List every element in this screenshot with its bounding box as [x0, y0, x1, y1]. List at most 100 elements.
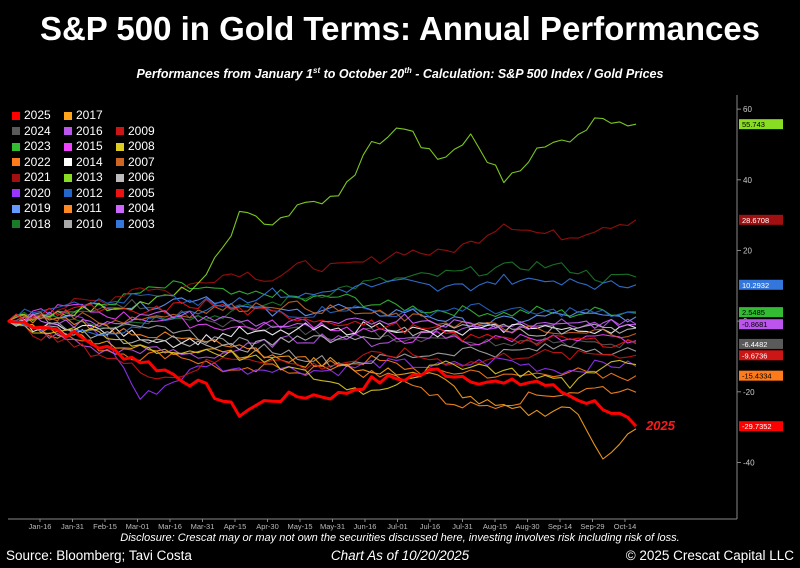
legend-row: 2024 2016 2009 [12, 124, 168, 140]
legend-item-2004: 2004 [116, 201, 168, 217]
value-tag-2013: 55.743 [742, 120, 765, 129]
legend-swatch [64, 204, 72, 213]
chart-title: S&P 500 in Gold Terms: Annual Performanc… [39, 10, 761, 47]
series-line-2003 [7, 273, 637, 339]
value-tag-2025: -29.7352 [742, 422, 772, 431]
legend-row: 2018 2010 2003 [12, 217, 168, 233]
legend-label: 2022 [24, 154, 51, 169]
x-tick-label: Oct-14 [614, 522, 637, 531]
legend-swatch [12, 142, 20, 151]
legend-swatch [116, 204, 124, 213]
legend-item-2016: 2016 [64, 124, 116, 140]
legend-label: 2012 [76, 185, 103, 200]
value-tag-2009: -9.6736 [742, 351, 767, 360]
legend-swatch [116, 220, 124, 229]
legend-item-2020: 2020 [12, 186, 64, 202]
legend-item-2021: 2021 [12, 170, 64, 186]
legend-item-2024: 2024 [12, 124, 64, 140]
legend-swatch [12, 111, 20, 120]
value-tag-2024: -6.4482 [742, 340, 767, 349]
y-tick-label: 20 [743, 246, 752, 255]
legend-swatch [64, 158, 72, 167]
legend-label: 2011 [76, 201, 102, 215]
x-tick-label: Mar-01 [126, 522, 150, 531]
subtitle-sup-1: st [313, 66, 321, 75]
x-tick-label: Feb-15 [93, 522, 117, 531]
legend-item-2025: 2025 [12, 108, 64, 124]
legend-item-2008: 2008 [116, 139, 168, 155]
legend-row: 2021 2013 2006 [12, 170, 168, 186]
series-line-2013 [7, 117, 637, 322]
legend-item-2022: 2022 [12, 155, 64, 171]
legend-swatch [64, 142, 72, 151]
series-line-2011 [7, 313, 637, 410]
series-line-2015 [7, 303, 637, 346]
legend-item-2018: 2018 [12, 217, 64, 233]
legend-label: 2017 [76, 108, 103, 122]
legend-item-2003: 2003 [116, 217, 168, 233]
x-tick-label: Jun-16 [354, 522, 377, 531]
legend-item-2012: 2012 [64, 186, 116, 202]
legend-swatch [116, 173, 124, 182]
chart-subtitle: Performances from January 1st to October… [0, 66, 800, 81]
disclosure-text: Disclosure: Crescat may or may not own t… [120, 532, 680, 544]
legend-swatch [12, 158, 20, 167]
legend-label: 2023 [24, 139, 51, 153]
as-of-text: Chart As of 10/20/2025 [330, 548, 470, 563]
legend-label: 2003 [128, 216, 155, 231]
subtitle-part-c: - Calculation: S&P 500 Index / Gold Pric… [411, 67, 664, 82]
legend-swatch [64, 127, 72, 136]
legend-row: 2022 2014 2007 [12, 155, 168, 171]
legend-label: 2010 [76, 216, 103, 231]
value-tag-bg-2023 [739, 307, 783, 318]
legend-row: 2019 2011 2004 [12, 201, 168, 217]
copyright-text: © 2025 Crescat Capital LLC [625, 548, 794, 563]
legend-label: 2006 [128, 170, 155, 184]
legend-label: 2024 [24, 123, 51, 138]
series-line-2004 [7, 310, 637, 333]
legend-label: 2008 [128, 139, 155, 153]
series-line-2024 [7, 298, 637, 349]
x-tick-label: Aug-15 [483, 522, 507, 531]
legend-swatch [12, 127, 20, 136]
legend-label: 2021 [24, 170, 51, 184]
legend-item-2023: 2023 [12, 139, 64, 155]
legend-item-2014: 2014 [64, 155, 116, 171]
legend-item-2013: 2013 [64, 170, 116, 186]
value-tag-2016: -0.8681 [742, 320, 767, 329]
legend-swatch [12, 220, 20, 229]
series-line-2016 [7, 318, 637, 359]
x-tick-label: May-15 [287, 522, 312, 531]
series-line-2009 [7, 320, 637, 380]
legend-row: 2023 2015 2008 [12, 139, 168, 155]
legend-swatch [64, 189, 72, 198]
subtitle-sup-2: th [404, 66, 412, 75]
value-tag-bg-2021 [739, 214, 783, 225]
legend-item-2007: 2007 [116, 155, 168, 171]
x-tick-label: May-31 [320, 522, 345, 531]
value-tag-bg-2025 [739, 421, 783, 432]
legend-item-2005: 2005 [116, 186, 168, 202]
legend-label: 2016 [76, 123, 103, 138]
legend-item-2019: 2019 [12, 201, 64, 217]
legend-label: 2025 [24, 108, 51, 122]
source-text: Source: Bloomberg; Tavi Costa [6, 548, 192, 563]
legend-swatch [12, 204, 20, 213]
series-line-2018 [7, 261, 637, 329]
legend-row: 2020 2012 2005 [12, 186, 168, 202]
x-tick-label: Mar-16 [158, 522, 182, 531]
x-tick-label: Jul-01 [387, 522, 407, 531]
legend-swatch [12, 189, 20, 198]
x-tick-label: Jul-31 [452, 522, 472, 531]
x-tick-label: Aug-30 [515, 522, 539, 531]
legend-label: 2018 [24, 216, 51, 231]
x-tick-label: Apr-15 [224, 522, 247, 531]
x-tick-label: Apr-30 [256, 522, 279, 531]
legend-swatch [116, 127, 124, 136]
x-tick-label: Sep-14 [548, 522, 572, 531]
legend-item-2011: 2011 [64, 201, 116, 217]
legend-label: 2004 [128, 201, 155, 215]
value-tag-bg-2013 [739, 119, 783, 130]
legend-label: 2019 [24, 201, 51, 215]
